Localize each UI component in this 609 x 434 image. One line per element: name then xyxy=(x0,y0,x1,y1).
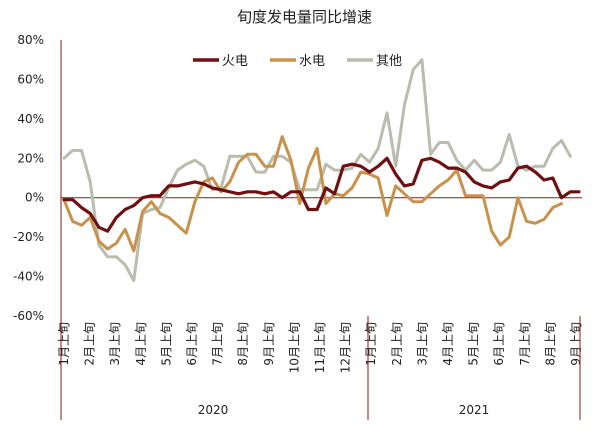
x-tick-label: 9月上旬 xyxy=(569,322,583,366)
y-tick-label: 40% xyxy=(17,112,44,126)
y-tick-label: 0% xyxy=(25,191,44,205)
x-tick-label: 12月上旬 xyxy=(339,322,353,373)
x-tick-label: 4月上旬 xyxy=(441,322,455,366)
x-tick-label: 4月上旬 xyxy=(134,322,148,366)
x-tick-label: 3月上旬 xyxy=(108,322,122,366)
x-tick-label: 1月上旬 xyxy=(364,322,378,366)
x-tick-label: 5月上旬 xyxy=(159,322,173,366)
legend: 火电 水电 其他 xyxy=(193,54,402,69)
x-tick-label: 3月上旬 xyxy=(415,322,429,366)
chart-title: 旬度发电量同比增速 xyxy=(236,8,372,26)
series-line-1 xyxy=(62,135,563,253)
x-tick-label: 1月上旬 xyxy=(57,322,71,366)
x-tick-label: 8月上旬 xyxy=(543,322,557,366)
x-tick-label: 11月上旬 xyxy=(313,322,327,373)
y-tick-label: -20% xyxy=(13,230,44,244)
y-axis: -60% -40% -20% 0% 20% 40% 60% 80% xyxy=(13,33,62,420)
y-tick-label: -40% xyxy=(13,270,44,284)
series-line-0 xyxy=(62,156,581,233)
y-tick-label: -60% xyxy=(13,309,44,323)
y-tick-label: 60% xyxy=(17,72,44,86)
x-tick-label: 6月上旬 xyxy=(185,322,199,366)
x-tick-label: 2月上旬 xyxy=(390,322,404,366)
x-tick-label: 5月上旬 xyxy=(467,322,481,366)
x-tick-label: 7月上旬 xyxy=(518,322,532,366)
year-label: 2020 xyxy=(198,403,229,417)
x-tick-label: 9月上旬 xyxy=(262,322,276,366)
x-tick-label: 8月上旬 xyxy=(236,322,250,366)
x-tick-label: 2月上旬 xyxy=(83,322,97,366)
year-label: 2021 xyxy=(459,403,490,417)
legend-label: 其他 xyxy=(376,54,402,69)
legend-label: 水电 xyxy=(299,54,325,69)
y-tick-label: 80% xyxy=(17,33,44,47)
x-axis: 1月上旬 2月上旬 3月上旬 4月上旬 5月上旬 6月上旬 7月上旬 8月上旬 9月上旬 10月上… xyxy=(57,197,583,420)
series-lines xyxy=(62,58,581,282)
x-tick-label: 6月上旬 xyxy=(492,322,506,366)
x-tick-label: 7月上旬 xyxy=(211,322,225,366)
x-tick-label: 10月上旬 xyxy=(287,322,301,373)
legend-label: 火电 xyxy=(222,54,248,69)
y-tick-label: 20% xyxy=(17,151,44,165)
series-line-2 xyxy=(62,58,572,282)
